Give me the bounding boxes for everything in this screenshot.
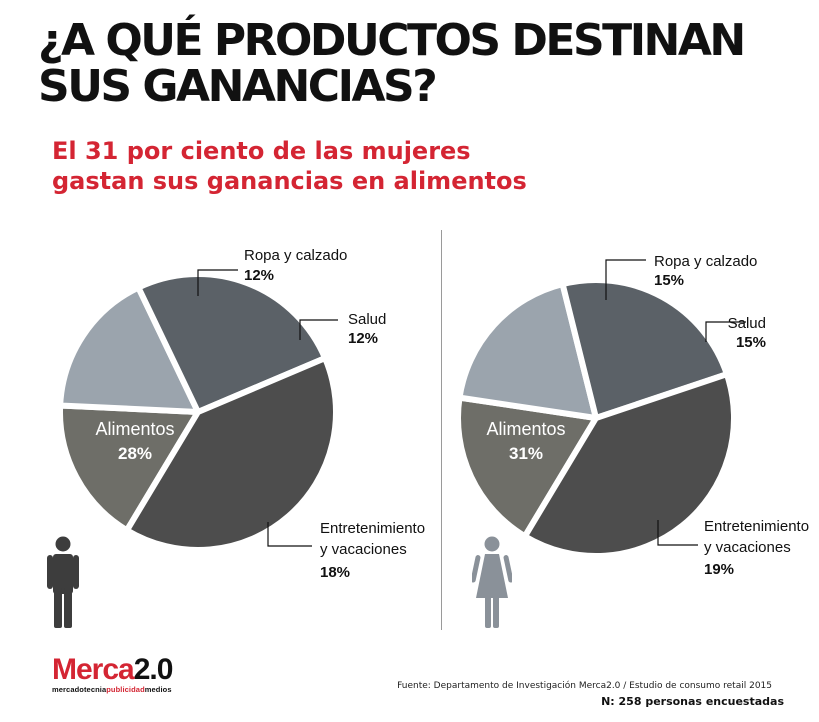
pie-slice-alimentos	[123, 355, 339, 553]
pie-chart-hombres: Ropa y calzado 12% Salud 12% Entretenimiento…	[57, 247, 425, 581]
slice-label-ropa-y-calzado: Ropa y calzado	[654, 253, 757, 270]
leader-line-salud	[705, 321, 746, 342]
logo-tagline: mercadotecniapublicidadmedios	[52, 685, 172, 695]
slice-label-ropa-y-calzado: Ropa y calzado	[244, 247, 347, 264]
sample-size-note: N: 258 personas encuestadas	[601, 695, 784, 708]
merca20-logo: Merca2.0 mercadotecniapublicidadmedios	[52, 653, 174, 695]
leader-line-salud	[299, 319, 338, 340]
pie-slice-ropa-y-calzado	[57, 402, 201, 534]
slice-value-salud: 12%	[348, 330, 378, 347]
slice-label-entretenimiento-y-vacaciones-line-2: y vacaciones	[704, 539, 791, 556]
slice-value-salud: 15%	[736, 334, 766, 351]
woman-icon	[472, 536, 512, 628]
title-line-2: SUS GANANCIAS?	[38, 61, 438, 112]
slice-label-entretenimiento-y-vacaciones-line-1: Entretenimiento	[320, 520, 425, 537]
slice-value-alimentos: 31%	[509, 444, 543, 463]
slice-label-salud: Salud	[728, 315, 766, 332]
divider	[441, 230, 442, 630]
subtitle-line-1: El 31 por ciento de las mujeres	[52, 137, 471, 165]
logo-tagline-a: mercadotecnia	[52, 685, 107, 694]
pie-slice-salud	[57, 284, 201, 415]
leader-line-entretenimiento-y-vacaciones	[267, 522, 312, 547]
slice-label-alimentos: Alimentos	[486, 419, 565, 439]
pie-slice-entretenimiento-y-vacaciones	[559, 277, 730, 421]
page-title: ¿A QUÉ PRODUCTOS DESTINAN SUS GANANCIAS?	[38, 15, 746, 112]
pie-chart-mujeres: Ropa y calzado 15% Salud 15% Entretenimiento…	[455, 253, 809, 578]
subtitle-line-2: gastan sus ganancias en alimentos	[52, 167, 527, 195]
slice-label-salud: Salud	[348, 311, 386, 328]
title-line-1: ¿A QUÉ PRODUCTOS DESTINAN	[38, 15, 746, 66]
leader-line-ropa-y-calzado	[605, 259, 646, 300]
leader-line-ropa-y-calzado	[197, 269, 238, 296]
logo-part-2: 2.0	[133, 653, 174, 686]
leader-line-entretenimiento-y-vacaciones	[657, 520, 698, 546]
logo-wordmark: Merca2.0	[52, 653, 174, 686]
slice-value-ropa-y-calzado: 15%	[654, 272, 684, 289]
logo-tagline-b: publicidad	[106, 685, 145, 694]
slice-value-entretenimiento-y-vacaciones: 19%	[704, 561, 734, 578]
man-icon	[47, 536, 79, 628]
slice-value-alimentos: 28%	[118, 444, 152, 463]
slice-label-alimentos: Alimentos	[95, 419, 174, 439]
slice-value-entretenimiento-y-vacaciones: 18%	[320, 564, 350, 581]
subtitle: El 31 por ciento de las mujeres gastan s…	[52, 136, 527, 196]
slice-label-entretenimiento-y-vacaciones-line-2: y vacaciones	[320, 541, 407, 558]
logo-tagline-c: medios	[144, 685, 172, 694]
pie-slice-ropa-y-calzado	[455, 394, 599, 540]
pie-slice-salud	[456, 281, 599, 421]
slice-value-ropa-y-calzado: 12%	[244, 267, 274, 284]
slice-label-entretenimiento-y-vacaciones-line-1: Entretenimiento	[704, 518, 809, 535]
pie-slice-alimentos	[521, 371, 737, 559]
logo-part-1: Merca	[52, 653, 135, 686]
source-note: Fuente: Departamento de Investigación Me…	[397, 681, 772, 691]
